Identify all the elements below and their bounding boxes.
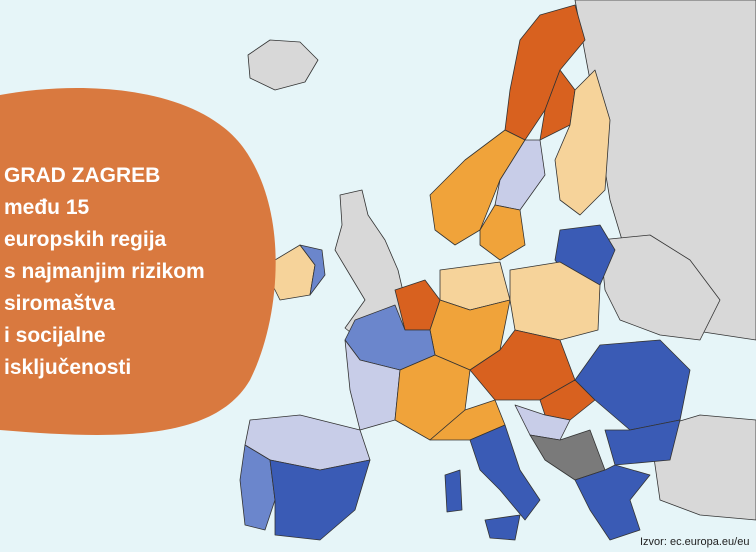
iceland xyxy=(247,39,319,91)
headline-line: isključenosti xyxy=(4,356,131,379)
poland xyxy=(509,261,601,341)
ukraine-belarus xyxy=(599,234,721,341)
italy-south xyxy=(469,424,541,521)
sardinia xyxy=(444,469,463,513)
headline-line: GRAD ZAGREB xyxy=(4,164,160,187)
czechia-austria xyxy=(469,329,576,401)
italy-north xyxy=(429,399,506,441)
source: Izvor: ec.europa.eu/eu xyxy=(640,536,749,548)
finland xyxy=(554,69,611,216)
bulgaria xyxy=(604,419,681,466)
headline-line: siromaštva xyxy=(4,292,115,315)
headline-blob xyxy=(0,87,276,435)
headline-line: europskih regija xyxy=(4,228,167,251)
headline-line: i socijalne xyxy=(4,324,106,347)
ireland-east xyxy=(299,244,326,296)
sicily xyxy=(484,514,521,541)
headline-line: s najmanjim rizikom xyxy=(4,260,205,283)
turkey xyxy=(649,414,756,521)
croatia xyxy=(514,404,571,441)
headline-line: među 15 xyxy=(4,196,90,219)
sweden-south xyxy=(479,204,526,261)
greece xyxy=(574,464,651,541)
hungary xyxy=(539,379,596,421)
spain-south xyxy=(269,459,371,541)
